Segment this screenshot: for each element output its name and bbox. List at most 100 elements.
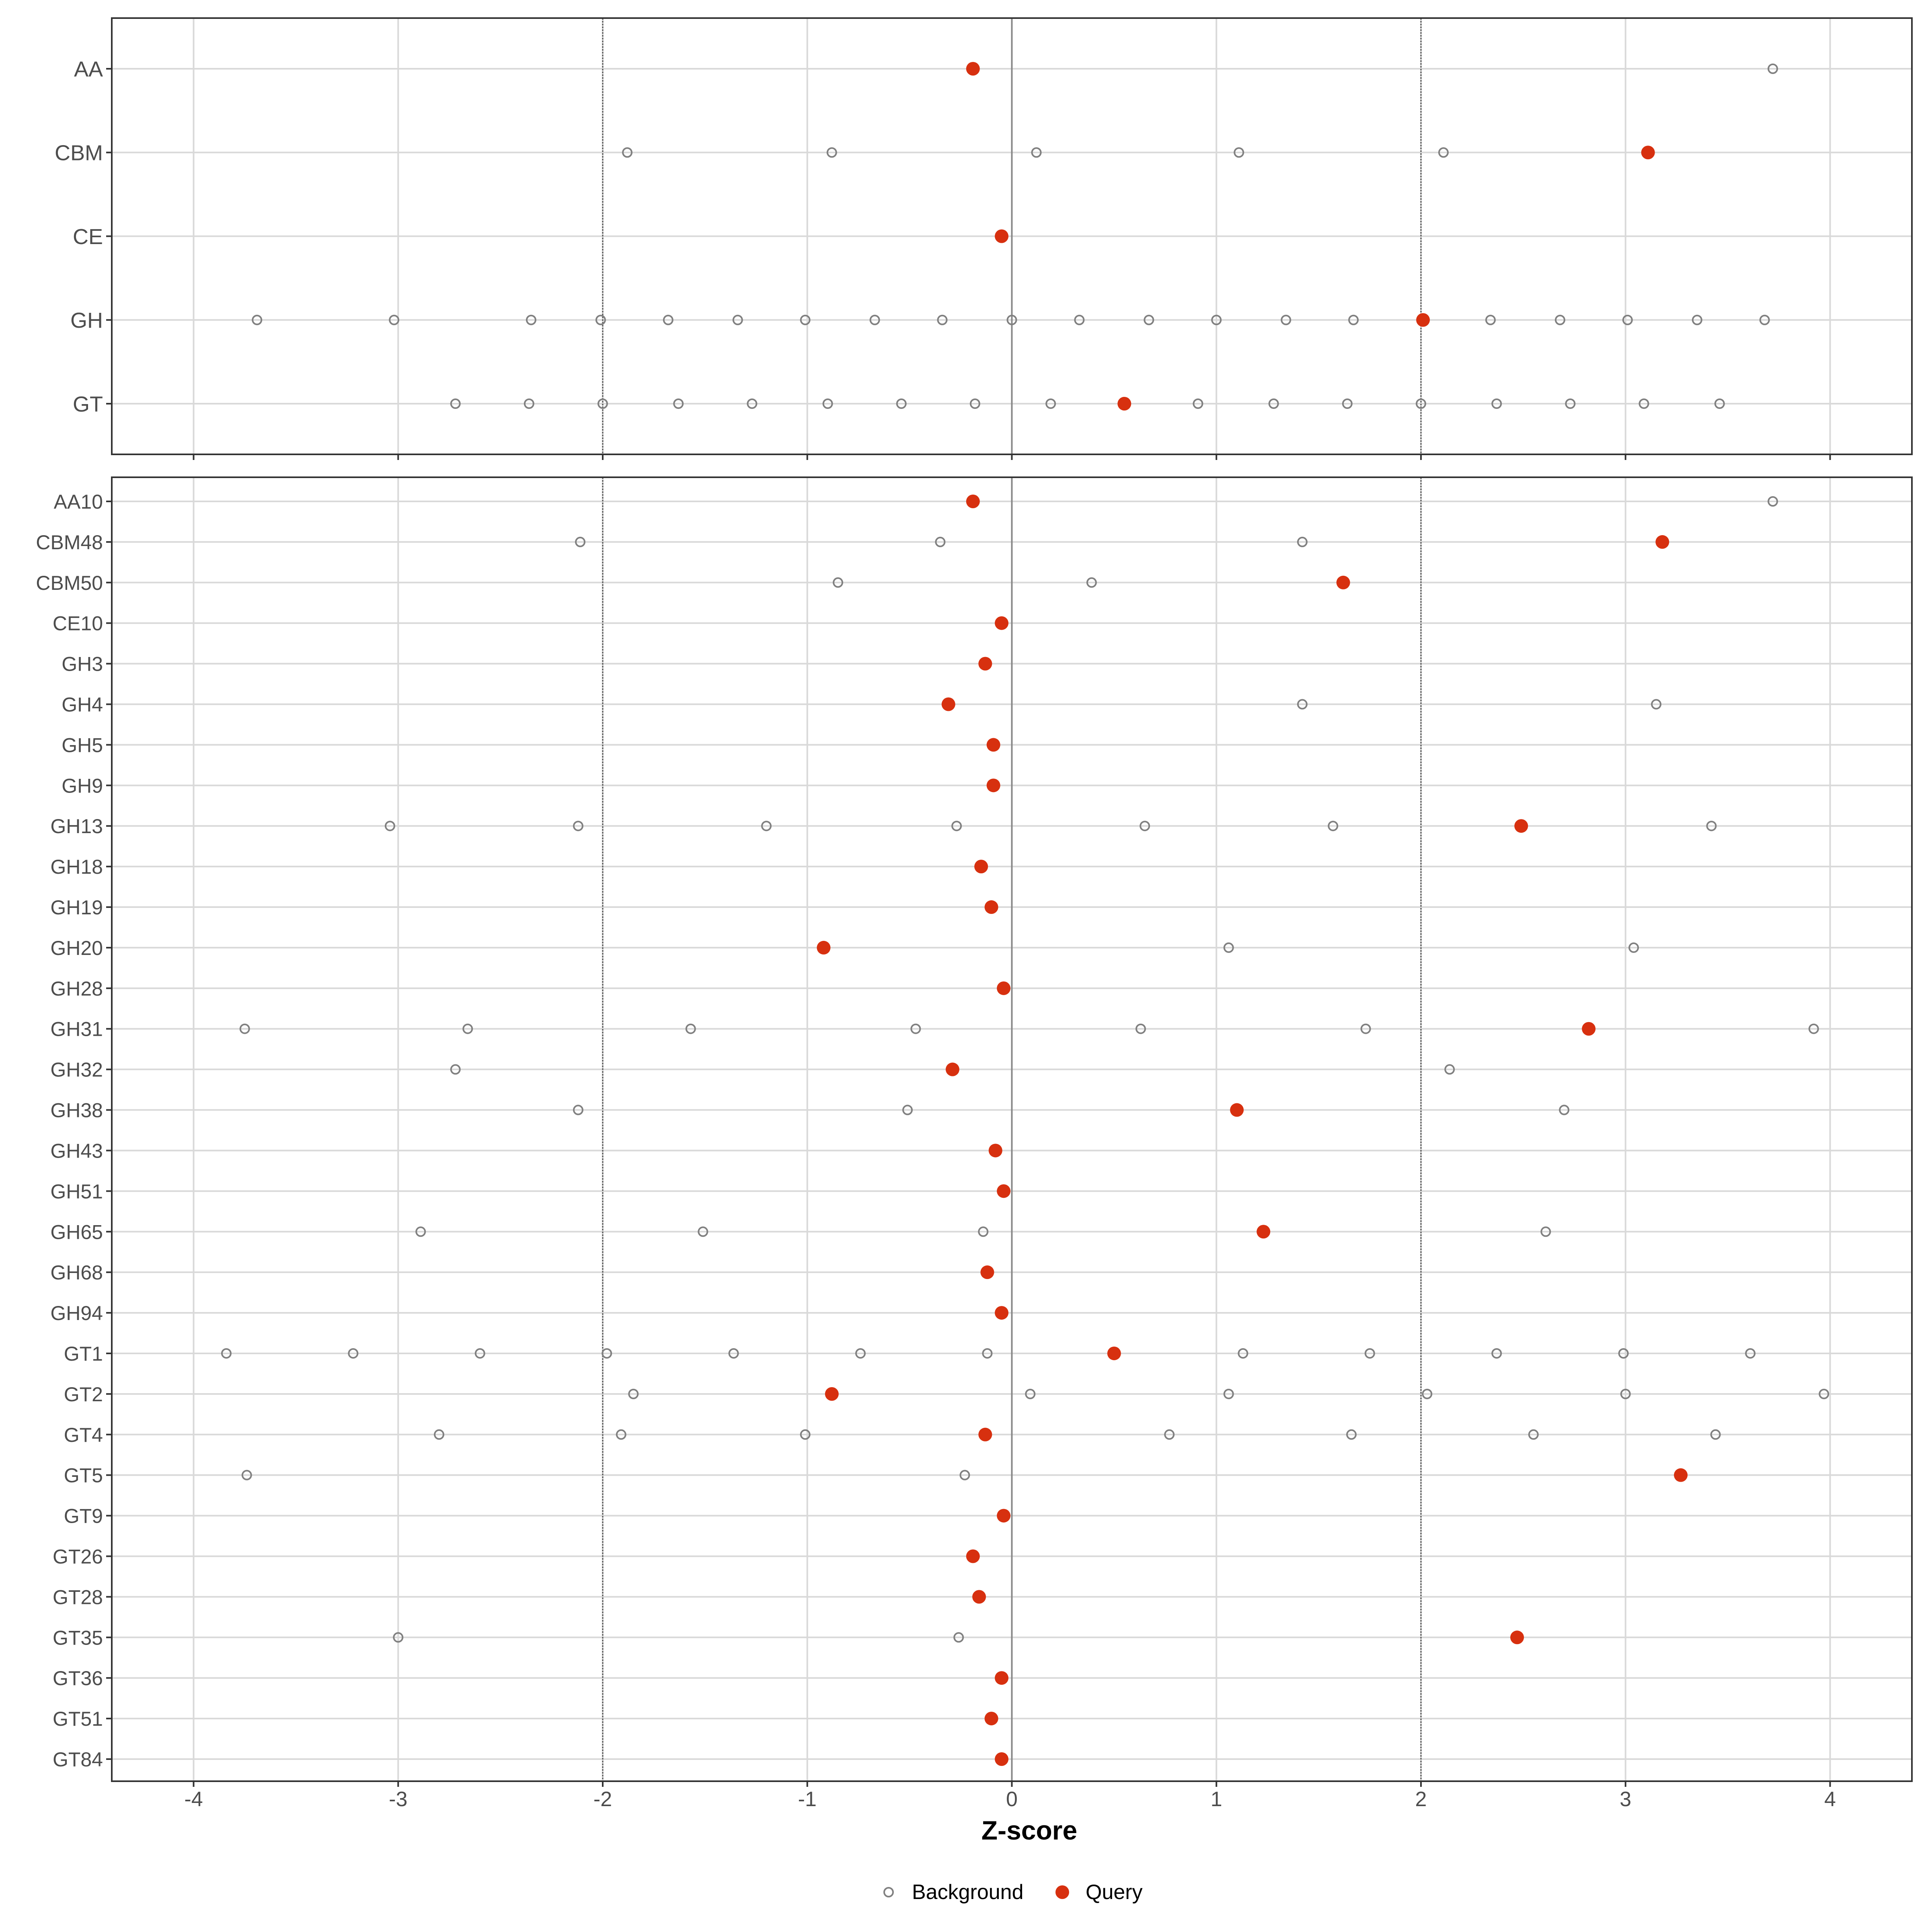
bottom-query-point xyxy=(1655,535,1669,549)
bottom-query-point xyxy=(984,1712,998,1726)
bottom-y-tick-label: GT5 xyxy=(64,1464,103,1487)
bottom-y-tick-label: GT4 xyxy=(64,1424,103,1446)
bottom-background-point xyxy=(1346,1429,1357,1440)
bottom-query-point xyxy=(978,657,992,671)
bottom-background-point xyxy=(450,1064,461,1075)
bottom-background-point xyxy=(855,1348,866,1359)
top-background-point xyxy=(826,147,837,158)
bottom-background-point xyxy=(1559,1105,1570,1115)
bottom-background-point xyxy=(1706,821,1717,832)
bottom-background-point xyxy=(239,1023,250,1034)
bottom-background-point xyxy=(1135,1023,1146,1034)
bottom-query-point xyxy=(1510,1630,1524,1645)
bottom-background-point xyxy=(1745,1348,1756,1359)
top-background-point xyxy=(732,314,743,325)
bottom-background-point xyxy=(1618,1348,1629,1359)
bottom-background-point xyxy=(616,1429,626,1440)
top-background-point xyxy=(1193,398,1203,409)
bottom-background-point xyxy=(953,1632,964,1643)
top-y-tick-label: GH xyxy=(70,308,103,333)
top-background-point xyxy=(595,314,606,325)
bottom-background-point xyxy=(685,1023,696,1034)
bottom-background-point xyxy=(951,821,962,832)
bottom-background-point xyxy=(573,1105,583,1115)
bottom-background-point xyxy=(935,536,946,547)
bottom-y-tick-label: GT1 xyxy=(64,1343,103,1365)
x-axis-title: Z-score xyxy=(981,1815,1077,1845)
bottom-y-tick-label: GH51 xyxy=(50,1180,103,1203)
x-tick-label: -1 xyxy=(798,1788,817,1811)
x-tick-label: 2 xyxy=(1415,1788,1427,1811)
bottom-y-tick-label: GT9 xyxy=(64,1505,103,1528)
top-background-point xyxy=(1622,314,1633,325)
bottom-query-point xyxy=(1674,1468,1688,1482)
bottom-background-point xyxy=(1808,1023,1819,1034)
bottom-background-point xyxy=(1297,536,1308,547)
bottom-query-point xyxy=(1582,1022,1596,1036)
top-background-point xyxy=(1045,398,1056,409)
x-tick-label: 4 xyxy=(1824,1788,1836,1811)
bottom-query-point xyxy=(984,900,998,914)
bottom-query-point xyxy=(997,1509,1011,1523)
bottom-background-point xyxy=(348,1348,359,1359)
top-background-point xyxy=(1268,398,1279,409)
top-background-point xyxy=(1211,314,1222,325)
bottom-query-point xyxy=(978,1427,992,1441)
top-background-point xyxy=(896,398,907,409)
top-background-point xyxy=(1565,398,1576,409)
x-tick-label: -4 xyxy=(184,1788,203,1811)
top-y-tick-label: CBM xyxy=(55,141,103,165)
bottom-background-point xyxy=(628,1388,639,1399)
top-background-point xyxy=(1485,314,1496,325)
bottom-query-point xyxy=(966,495,980,508)
top-background-point xyxy=(1692,314,1702,325)
bottom-y-tick-label: GH4 xyxy=(62,694,103,716)
bottom-background-point xyxy=(1025,1388,1036,1399)
top-background-point xyxy=(822,398,833,409)
bottom-query-point xyxy=(997,981,1011,995)
top-background-point xyxy=(1144,314,1154,325)
bottom-query-point xyxy=(945,1062,959,1076)
bottom-query-point xyxy=(1514,819,1528,833)
bottom-background-point xyxy=(1164,1429,1175,1440)
bottom-background-point xyxy=(575,536,586,547)
bottom-background-point xyxy=(982,1348,993,1359)
bottom-background-point xyxy=(1422,1388,1433,1399)
bottom-background-point xyxy=(1528,1429,1539,1440)
bottom-background-point xyxy=(698,1226,708,1237)
bottom-background-point xyxy=(1364,1348,1375,1359)
bottom-background-point xyxy=(1819,1388,1829,1399)
top-background-point xyxy=(663,314,673,325)
bottom-y-tick-label: AA10 xyxy=(54,491,103,513)
x-axis: -4 -3 -2 -1 0 1 2 3 4 xyxy=(184,1788,1836,1811)
top-background-point xyxy=(389,314,400,325)
x-tick-label: -2 xyxy=(593,1788,612,1811)
top-query-point xyxy=(1117,397,1131,411)
bottom-query-point xyxy=(997,1184,1011,1198)
bottom-query-point xyxy=(825,1387,839,1401)
top-background-point xyxy=(1416,398,1426,409)
bottom-y-tick-label: GH13 xyxy=(50,815,103,838)
top-background-point xyxy=(673,398,684,409)
bottom-y-tick-label: GH18 xyxy=(50,856,103,878)
bottom-y-tick-label: GT28 xyxy=(53,1586,103,1608)
bottom-query-point xyxy=(966,1549,980,1563)
top-background-point xyxy=(1714,398,1725,409)
top-background-point xyxy=(597,398,608,409)
top-background-point xyxy=(1281,314,1291,325)
bottom-query-point xyxy=(817,940,831,955)
bottom-query-point xyxy=(986,738,1000,752)
bottom-background-point xyxy=(1223,942,1234,953)
bottom-y-tick-label: GH19 xyxy=(50,896,103,919)
bottom-y-tick-label: GH28 xyxy=(50,977,103,1000)
bottom-background-point xyxy=(1768,496,1778,507)
top-background-point xyxy=(524,398,534,409)
bottom-background-point xyxy=(728,1348,739,1359)
legend-background-label: Background xyxy=(912,1881,1024,1904)
top-background-point xyxy=(747,398,758,409)
bottom-background-point xyxy=(959,1470,970,1480)
top-background-point xyxy=(526,314,536,325)
bottom-background-point xyxy=(800,1429,811,1440)
